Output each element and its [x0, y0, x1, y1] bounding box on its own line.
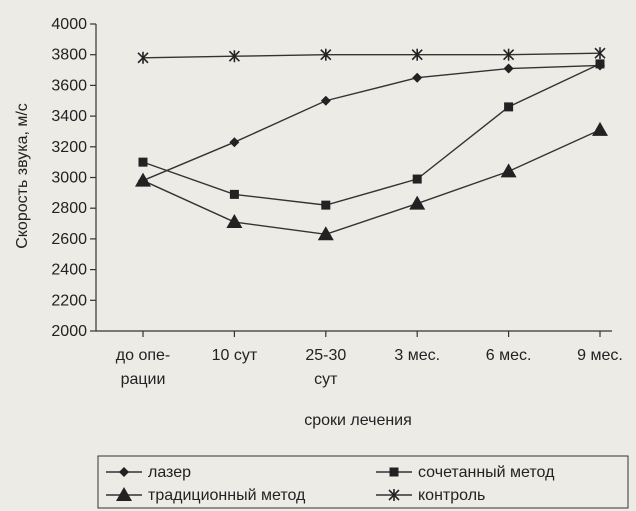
- x-tick-label: 25-30: [305, 347, 346, 364]
- data-point: [503, 63, 514, 74]
- data-point: [317, 226, 334, 241]
- legend-marker: [389, 467, 399, 477]
- data-point: [592, 121, 608, 136]
- y-tick-label: 3600: [51, 77, 87, 94]
- x-axis-title: сроки лечения: [304, 412, 412, 429]
- x-tick-label: 3 мес.: [394, 347, 440, 364]
- y-tick-label: 4000: [51, 16, 87, 33]
- data-point: [412, 174, 422, 184]
- data-point: [503, 48, 515, 61]
- y-tick-label: 3800: [51, 47, 87, 64]
- series-line-4: [142, 52, 601, 59]
- data-point: [229, 189, 239, 199]
- y-tick-label: 3200: [51, 139, 87, 156]
- y-axis-title: Скорость звука, м/с: [14, 103, 31, 249]
- y-tick-label: 2000: [51, 323, 87, 340]
- series-line-1: [142, 64, 601, 182]
- y-tick-label: 2800: [51, 200, 87, 217]
- y-tick-label: 2600: [51, 231, 87, 248]
- data-point: [320, 48, 332, 61]
- legend-box: [97, 455, 629, 509]
- series-layer: [135, 47, 608, 241]
- data-point: [226, 214, 243, 229]
- data-point: [138, 157, 148, 167]
- x-tick-label: рации: [121, 371, 166, 388]
- legend-item: контроль: [376, 487, 485, 504]
- data-point: [137, 51, 149, 64]
- data-point: [595, 59, 605, 69]
- legend-item: традиционный метод: [106, 487, 306, 504]
- legend-item: сочетанный метод: [376, 464, 555, 481]
- legend-item: лазер: [106, 464, 191, 481]
- legend-label: сочетанный метод: [418, 464, 555, 481]
- y-tick-label: 3400: [51, 108, 87, 125]
- y-axis: 2000 2200 2400 2600 2800 3000 3200 3400 3600 3800…: [51, 16, 97, 340]
- data-point: [411, 48, 423, 61]
- legend-label: традиционный метод: [148, 487, 306, 504]
- data-point: [409, 195, 426, 210]
- data-point: [504, 102, 514, 112]
- legend: лазер сочетанный метод традиционный метод к…: [97, 455, 629, 509]
- data-point: [321, 200, 331, 210]
- data-point: [412, 72, 423, 83]
- legend-label: лазер: [148, 464, 191, 481]
- data-point: [228, 50, 240, 63]
- series-line-2: [142, 63, 601, 206]
- series-line-3: [142, 129, 601, 236]
- legend-marker: [119, 467, 129, 477]
- x-tick-label: 10 сут: [212, 347, 258, 364]
- data-point: [229, 137, 240, 148]
- data-point: [500, 163, 517, 178]
- data-point: [594, 47, 606, 60]
- y-tick-label: 2400: [51, 262, 87, 279]
- y-tick-label: 2200: [51, 292, 87, 309]
- x-tick-label: 6 мес.: [486, 347, 532, 364]
- legend-marker: [116, 487, 132, 501]
- x-axis: до опе-рации 10 сут 25-30 сут 3 мес. 6 мес. 9 …: [96, 330, 623, 388]
- legend-label: контроль: [418, 487, 485, 504]
- data-point: [320, 95, 331, 106]
- y-tick-label: 3000: [51, 170, 87, 187]
- data-point: [135, 172, 151, 187]
- x-tick-label: до опе-: [116, 347, 170, 364]
- x-tick-label: сут: [314, 371, 338, 388]
- x-tick-label: 9 мес.: [577, 347, 623, 364]
- legend-marker: [388, 489, 400, 501]
